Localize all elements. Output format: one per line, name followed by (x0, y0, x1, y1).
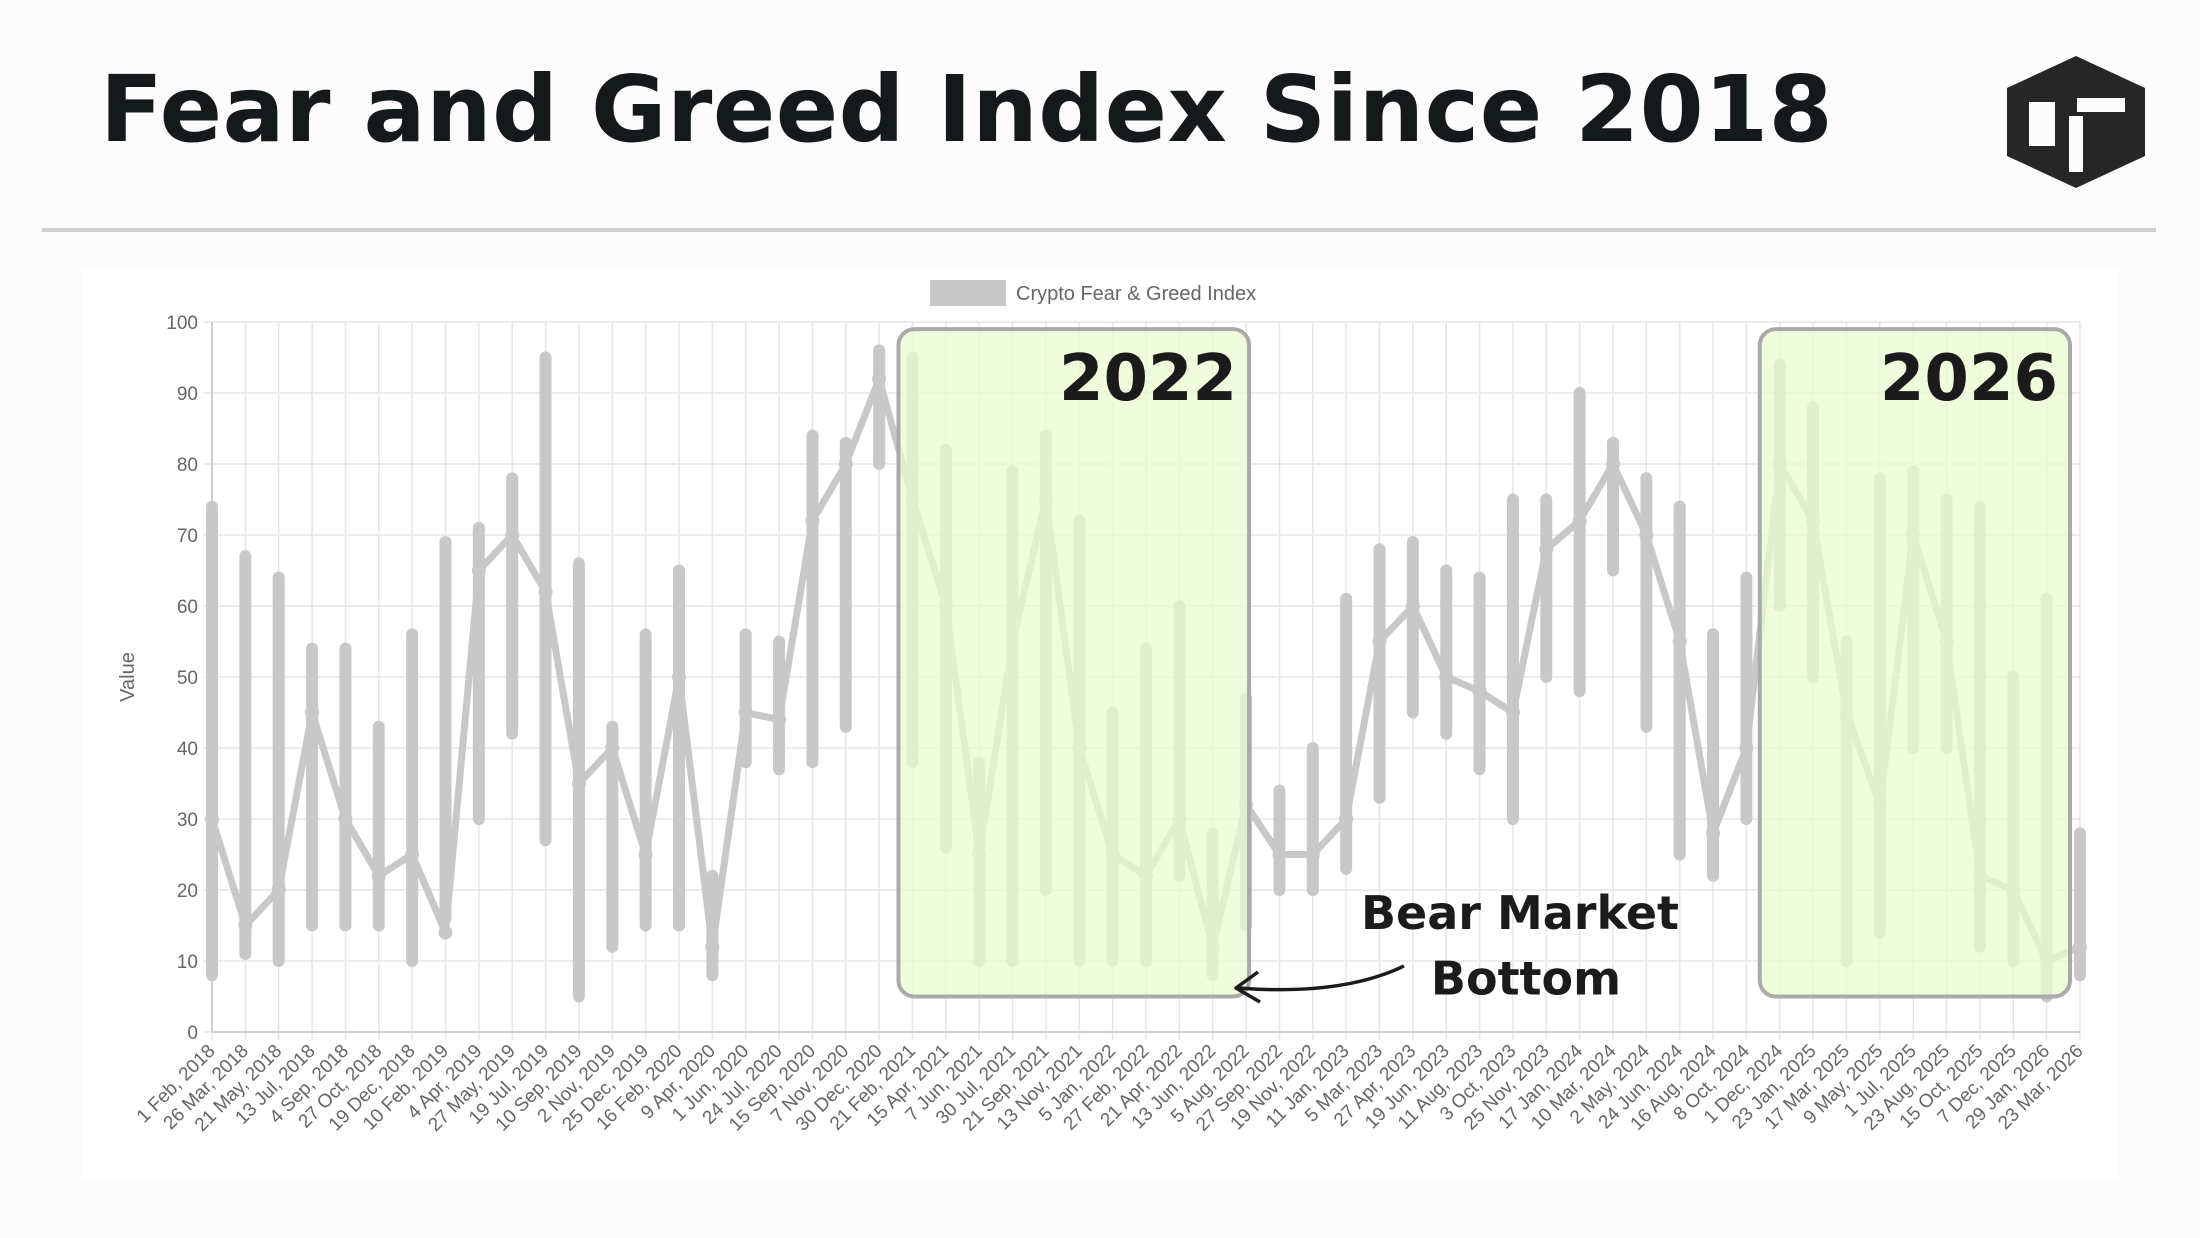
chart-panel: Crypto Fear & Greed Index 0 10 20 30 40 50 60 70… (82, 268, 2118, 1180)
legend: Crypto Fear & Greed Index (930, 280, 1256, 306)
data-point (338, 812, 353, 826)
page-title: Fear and Greed Index Since 2018 (100, 56, 1834, 163)
logo-notch-top (2077, 98, 2125, 112)
y-tick-label: 70 (177, 526, 198, 547)
data-point (1572, 513, 1587, 528)
data-point (705, 939, 720, 954)
legend-label: Crypto Fear & Greed Index (1016, 283, 1256, 305)
annotation-line2: Bottom (1431, 951, 1621, 1005)
data-point (1472, 684, 1487, 699)
y-tick-label: 60 (177, 597, 198, 618)
bear-market-arrowhead (1234, 970, 1261, 1004)
data-point (1372, 634, 1387, 649)
data-point (305, 705, 320, 720)
legend-swatch (930, 280, 1006, 306)
y-tick-label: 40 (177, 739, 198, 760)
data-point (238, 918, 253, 933)
y-tick-label: 20 (177, 881, 198, 902)
data-point (1339, 812, 1354, 826)
annotation-line1: Bear Market (1361, 886, 1679, 940)
bear-market-arrow (1237, 964, 1405, 992)
y-tick-label: 80 (177, 455, 198, 476)
data-point (1739, 741, 1754, 755)
data-point (505, 528, 520, 542)
highlight-label-2026: 2026 (1880, 342, 2058, 416)
data-point (1539, 542, 1554, 557)
data-point (271, 883, 286, 897)
data-point (2073, 939, 2087, 954)
data-point (638, 847, 653, 862)
data-point (872, 371, 887, 386)
data-point (1272, 847, 1287, 862)
highlight-box-2026 (1757, 327, 2073, 999)
highlight-box-2022 (896, 327, 1252, 999)
y-tick-label: 100 (166, 313, 198, 334)
data-point (672, 670, 686, 684)
data-point (772, 712, 787, 727)
logo-notch-mid (2069, 116, 2083, 172)
data-point (371, 868, 386, 883)
data-point (605, 741, 620, 755)
y-tick-label: 30 (177, 810, 198, 831)
y-axis-label: Value (117, 652, 139, 702)
data-point (538, 584, 553, 599)
data-point (1639, 528, 1654, 542)
data-point (1405, 599, 1420, 613)
y-tick-label: 0 (187, 1023, 198, 1044)
data-point (1606, 457, 1620, 471)
data-point (438, 925, 453, 940)
highlight-label-2022: 2022 (1059, 342, 1237, 416)
y-tick-label: 50 (177, 668, 198, 689)
y-tick-label: 10 (177, 952, 198, 973)
data-point (1672, 634, 1687, 649)
data-point (1305, 847, 1320, 862)
data-point (405, 847, 420, 862)
data-point (738, 705, 753, 720)
label-layer: 2022 2026 Bear Market Bottom (1059, 342, 2058, 1005)
brand-logo-icon (2007, 56, 2145, 188)
data-point (571, 776, 586, 791)
data-point (205, 812, 219, 826)
highlight-layer (896, 327, 2073, 999)
data-point (805, 513, 820, 528)
data-point (1439, 670, 1454, 684)
data-point (1706, 826, 1721, 841)
data-point (1505, 705, 1520, 720)
data-point (838, 457, 853, 471)
header-divider (42, 228, 2156, 232)
fear-greed-chart: Crypto Fear & Greed Index 0 10 20 30 40 50 60 70… (117, 280, 2088, 1136)
data-point (471, 563, 486, 578)
logo-notch-left (2029, 102, 2055, 146)
y-tick-label: 90 (177, 384, 198, 405)
